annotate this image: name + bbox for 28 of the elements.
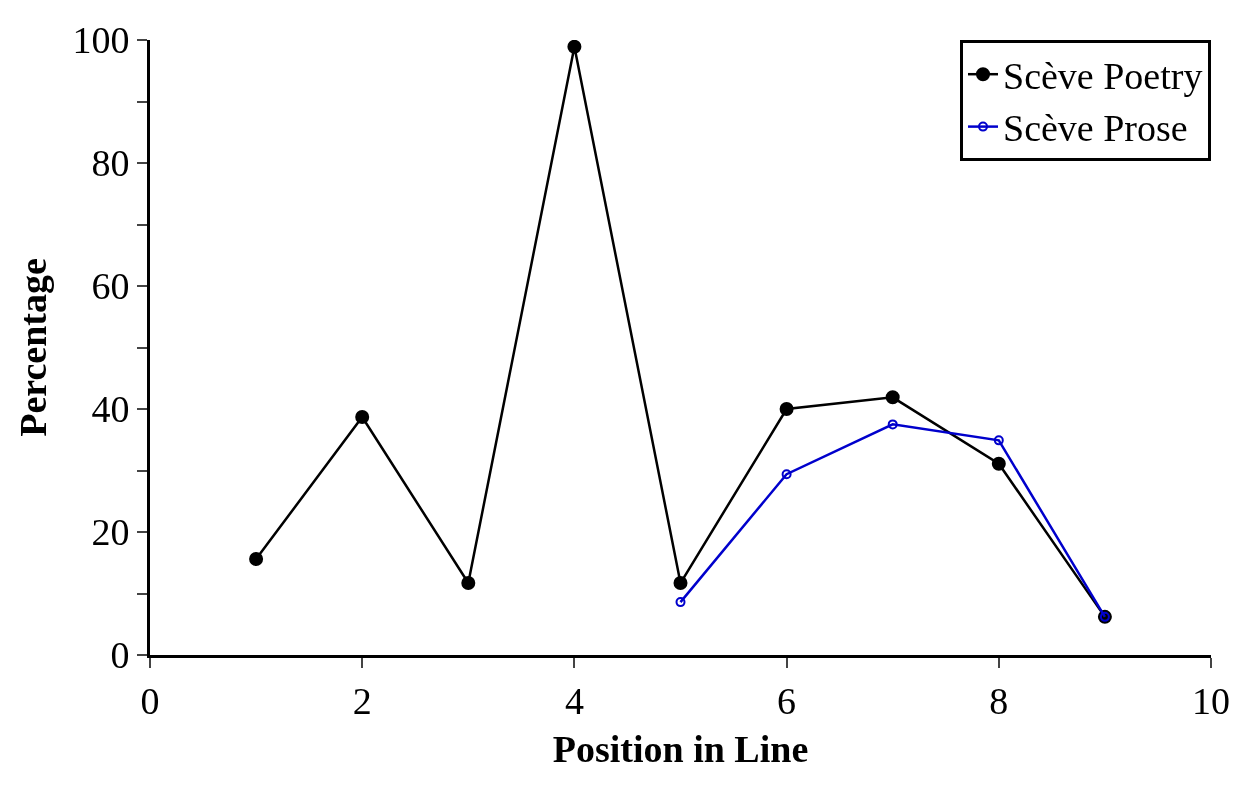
y-tick-label: 0 [110, 634, 130, 677]
point [567, 40, 582, 54]
point [887, 419, 898, 430]
point [781, 469, 792, 480]
y-tick-label: 60 [91, 265, 130, 308]
x-axis-title: Position in Line [552, 727, 809, 770]
y-tick-label: 80 [91, 142, 130, 185]
point [779, 402, 794, 416]
point [249, 552, 264, 567]
point [461, 576, 476, 591]
x-tick-label: 0 [140, 679, 160, 722]
x-tick-label: 6 [777, 679, 797, 722]
point [991, 456, 1006, 471]
legend-label: Scève Poetry [1003, 55, 1203, 98]
x-tick-label: 10 [1192, 679, 1230, 722]
y-tick-label: 100 [72, 19, 130, 62]
point [673, 576, 688, 591]
x-tick-label: 4 [564, 679, 584, 722]
legend-label: Scève Prose [1003, 107, 1188, 150]
point [993, 435, 1004, 446]
x-tick-label: 2 [352, 679, 372, 722]
point [355, 410, 370, 424]
y-tick-label: 40 [91, 388, 130, 431]
y-axis-title: Percentage [11, 258, 54, 437]
x-tick-label: 8 [989, 679, 1009, 722]
point [885, 390, 900, 405]
point [675, 597, 686, 608]
y-tick-label: 20 [91, 511, 130, 554]
